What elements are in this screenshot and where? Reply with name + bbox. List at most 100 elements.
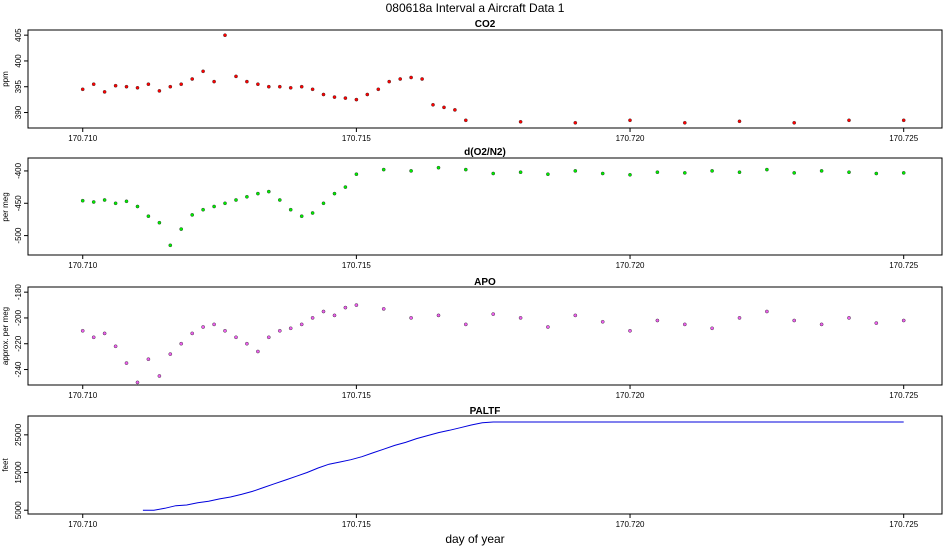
x-tick-label: 170.715	[342, 520, 371, 529]
data-point	[321, 201, 326, 206]
y-tick-label: 15000	[14, 461, 23, 484]
data-marks	[80, 33, 906, 125]
data-point	[245, 194, 249, 199]
data-marks	[80, 303, 906, 385]
data-point	[874, 321, 879, 325]
data-point	[381, 307, 386, 311]
data-point	[847, 316, 851, 320]
data-point	[277, 84, 282, 89]
data-point	[387, 79, 392, 84]
data-point	[710, 326, 714, 331]
data-point	[600, 319, 605, 324]
data-point	[354, 97, 359, 102]
data-point	[146, 357, 151, 362]
data-point	[710, 169, 714, 173]
data-point	[737, 316, 742, 320]
y-axis-label: approx. per meg	[1, 307, 10, 365]
y-tick-label: -450	[14, 195, 23, 212]
data-point	[628, 328, 632, 333]
data-point	[332, 313, 337, 318]
data-point	[113, 344, 118, 349]
data-point	[628, 118, 632, 123]
y-axis-label: feet	[1, 458, 10, 472]
x-axis-title: day of year	[445, 532, 504, 546]
data-point	[91, 335, 96, 340]
y-tick-label: 5000	[14, 501, 23, 519]
panel-apo: APO approx. per meg -240 -220 -200 -180 170…	[1, 277, 943, 400]
x-tick-label: 170.720	[616, 261, 645, 270]
data-point	[847, 170, 851, 174]
data-point	[901, 118, 906, 123]
y-ticks: -240 -220 -200 -180	[14, 284, 28, 378]
y-tick-label: -200	[14, 309, 23, 326]
data-point	[91, 82, 96, 86]
data-point	[573, 121, 578, 125]
data-point	[277, 198, 282, 202]
data-point	[124, 199, 129, 204]
data-point	[463, 118, 468, 123]
y-tick-label: 405	[14, 28, 23, 42]
y-axis-label: ppm	[1, 71, 10, 87]
data-point	[792, 121, 797, 125]
data-point	[245, 79, 249, 84]
data-point	[256, 82, 260, 86]
data-point	[546, 325, 550, 329]
data-point	[765, 309, 769, 314]
data-point	[234, 198, 238, 202]
x-tick-label: 170.715	[342, 261, 371, 270]
data-point	[518, 170, 523, 174]
data-point	[655, 170, 660, 174]
x-tick-label: 170.725	[889, 391, 918, 400]
data-point	[190, 77, 194, 81]
data-point	[381, 167, 386, 172]
data-point	[332, 95, 337, 99]
data-point	[573, 313, 578, 318]
data-point	[212, 204, 216, 209]
data-point	[124, 361, 129, 365]
data-point	[343, 96, 348, 100]
data-point	[234, 335, 238, 340]
data-point	[442, 105, 446, 110]
data-point	[409, 75, 413, 80]
plot-frame	[27, 415, 943, 515]
data-point	[420, 77, 424, 81]
data-point	[310, 211, 315, 215]
data-point	[518, 316, 523, 320]
data-point	[436, 165, 441, 170]
x-tick-label: 170.710	[68, 134, 97, 143]
data-point	[901, 318, 906, 323]
y-tick-label: -180	[14, 284, 23, 301]
data-point	[277, 328, 282, 333]
data-point	[683, 322, 687, 327]
data-point	[431, 103, 435, 107]
data-point	[212, 322, 216, 327]
data-point	[343, 305, 348, 310]
data-point	[600, 171, 605, 176]
data-point	[179, 341, 183, 346]
panel-do2n2: d(O2/N2) per meg -500-450-400 170.710 170…	[1, 147, 943, 270]
data-point	[737, 119, 742, 124]
data-point	[573, 169, 578, 173]
data-point	[157, 374, 162, 378]
data-point	[683, 171, 687, 175]
data-point	[288, 326, 293, 331]
data-point	[102, 90, 107, 94]
data-point	[157, 89, 162, 93]
data-point	[288, 207, 293, 212]
series-line	[142, 421, 904, 511]
data-point	[365, 92, 370, 97]
data-point	[737, 170, 742, 174]
data-point	[179, 82, 183, 86]
data-point	[201, 325, 205, 329]
data-point	[436, 313, 441, 318]
panel-title: PALTF	[470, 406, 501, 417]
data-point	[546, 172, 550, 176]
data-point	[135, 86, 140, 90]
y-tick-label: 390	[14, 105, 23, 119]
data-point	[463, 167, 468, 172]
data-point	[354, 303, 359, 307]
x-tick-label: 170.715	[342, 134, 371, 143]
data-point	[256, 191, 260, 196]
y-axis-label: per meg	[1, 192, 10, 221]
